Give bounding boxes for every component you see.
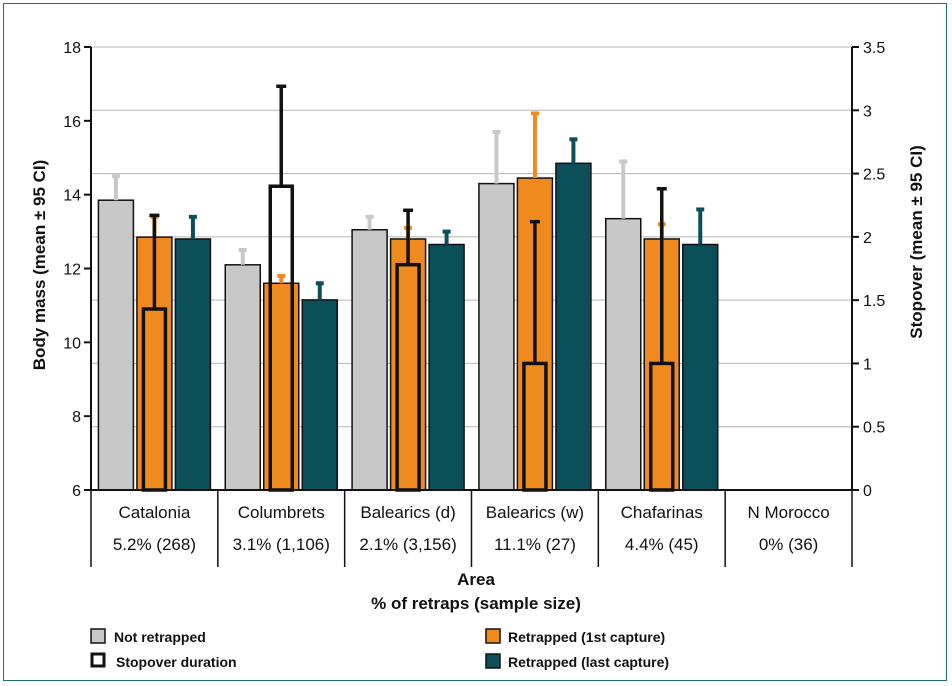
legend-swatch-retrapped-last <box>485 653 501 669</box>
bars-layer <box>97 84 719 492</box>
y-tick-label-left: 10 <box>63 335 81 352</box>
legend-label-not-retrapped: Not retrapped <box>114 629 206 645</box>
category-sublabel: 4.4% (45) <box>625 535 699 554</box>
y-tick-label-right: 1 <box>863 356 872 373</box>
axes-layer <box>84 46 859 567</box>
category-sublabel: 3.1% (1,106) <box>233 535 330 554</box>
bar-not-retrapped <box>605 217 642 491</box>
y-tick-label-left: 8 <box>72 409 81 426</box>
category-label: N Morocco <box>747 503 829 522</box>
bar-retrapped-last <box>301 299 338 491</box>
x-axis-subtitle: % of retraps (sample size) <box>371 594 581 613</box>
tick-labels: 6 8 10 12 14 16 18 0 0.5 1 1.5 2 2.5 3 3.5 <box>63 40 885 500</box>
x-axis-title: Area <box>457 570 495 589</box>
y-tick-label-left: 18 <box>63 40 81 57</box>
bar-not-retrapped <box>478 182 515 491</box>
y-tick-label-right: 3.5 <box>863 40 885 57</box>
bar-not-retrapped <box>351 228 388 491</box>
legend-swatch-stopover <box>90 652 106 668</box>
legend-swatch-retrapped-first <box>485 628 501 644</box>
category-sublabel: 0% (36) <box>759 535 819 554</box>
category-sublabel: 5.2% (268) <box>113 535 196 554</box>
legend-swatch-not-retrapped <box>90 628 106 644</box>
y-axis-title-right: Stopover (mean ± 95 CI) <box>907 145 926 339</box>
bar-retrapped-last <box>682 243 719 491</box>
legend-label-stopover: Stopover duration <box>116 654 237 670</box>
category-label: Balearics (w) <box>486 503 584 522</box>
y-tick-label-left: 16 <box>63 114 81 131</box>
bar-retrapped-last <box>428 243 465 491</box>
legend: Not retrapped Stopover duration Retrappe… <box>90 628 669 670</box>
y-tick-label-right: 2 <box>863 230 872 247</box>
category-label: Catalonia <box>119 503 191 522</box>
gridlines <box>91 46 852 428</box>
y-tick-label-right: 0 <box>863 483 872 500</box>
bar-not-retrapped <box>97 199 135 491</box>
y-tick-label-left: 6 <box>72 483 81 500</box>
bar-retrapped-last <box>555 162 592 491</box>
y-tick-label-left: 14 <box>63 188 81 205</box>
category-label: Balearics (d) <box>360 503 455 522</box>
category-labels: Catalonia 5.2% (268) Columbrets 3.1% (1,106… <box>113 503 830 554</box>
y-tick-label-right: 3 <box>863 103 872 120</box>
y-tick-label-right: 1.5 <box>863 293 885 310</box>
y-tick-label-right: 2.5 <box>863 167 885 184</box>
y-tick-label-right: 0.5 <box>863 420 885 437</box>
category-label: Columbrets <box>238 503 325 522</box>
legend-label-retrapped-last: Retrapped (last capture) <box>508 654 669 670</box>
category-label: Chafarinas <box>621 503 703 522</box>
category-sublabel: 11.1% (27) <box>494 535 576 554</box>
bar-not-retrapped <box>224 264 261 491</box>
legend-label-retrapped-first: Retrapped (1st capture) <box>508 629 665 645</box>
category-sublabel: 2.1% (3,156) <box>359 535 456 554</box>
bar-retrapped-last <box>174 238 212 491</box>
y-axis-title-left: Body mass (mean ± 95 CI) <box>30 160 49 371</box>
y-tick-label-left: 12 <box>63 262 81 279</box>
